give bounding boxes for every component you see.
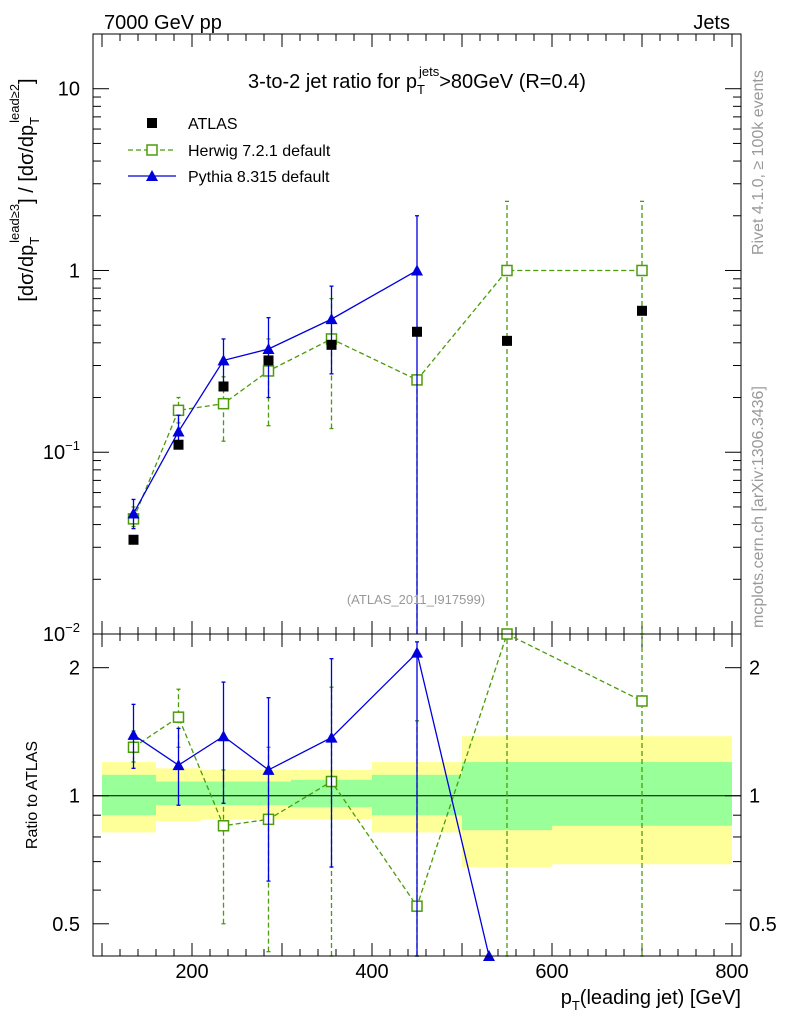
x-tick-label: 800 <box>715 961 748 983</box>
atlas-point <box>263 355 274 366</box>
legend: ATLAS Herwig 7.2.1 default Pythia 8.315 … <box>128 116 331 186</box>
ratio-pythia-point <box>172 759 185 771</box>
atlas-point <box>128 534 139 545</box>
legend-marker-herwig <box>146 144 158 156</box>
ylabel-part-b-sup: lead≥2 <box>7 84 22 123</box>
legend-entry-pythia: Pythia 8.315 default <box>128 169 330 186</box>
atlas-point <box>326 339 337 350</box>
atlas-point <box>412 326 422 337</box>
analysis-id-label: (ATLAS_2011_I917599) <box>347 592 485 607</box>
ratio-pythia-point <box>262 763 275 775</box>
ratio-panel-frame <box>92 633 742 957</box>
energy-label: 7000 GeV pp <box>104 12 222 34</box>
y-tick-label-base: 10 <box>58 79 80 101</box>
pythia-point <box>127 507 140 519</box>
xlabel-post: (leading jet) [GeV] <box>580 987 741 1009</box>
ratio-pythia-point <box>325 731 338 743</box>
ylabel-part-b: ] / [dσ/dp <box>16 125 38 204</box>
ratio-y-tick-label: 2 <box>69 658 80 680</box>
main-y-axis-label: [dσ/dpTlead≥3] / [dσ/dpTlead≥2] <box>7 78 42 301</box>
legend-entry-atlas: ATLAS <box>147 116 238 133</box>
herwig-line <box>132 269 642 520</box>
pythia-point <box>325 313 338 325</box>
ratio-herwig-point <box>172 711 185 723</box>
y-tick-label-exponent: −1 <box>65 438 80 453</box>
y-tick-label-base: 1 <box>69 260 80 282</box>
plot-title-sub: T <box>417 82 425 97</box>
y-tick-label: 10 <box>58 79 80 101</box>
herwig-point <box>172 404 185 417</box>
x-axis-label: pT(leading jet) [GeV] <box>561 987 741 1013</box>
ratio-y-axis-label: Ratio to ATLAS <box>24 741 41 849</box>
x-tick-label: 600 <box>535 961 568 983</box>
plot-title-pre: 3-to-2 jet ratio for p <box>248 71 417 93</box>
ratio-panel: 0.5 0.5 1 1 2 2 200 400 600 800 Ratio to ATLAS pT… <box>24 628 777 1013</box>
pythia-point <box>217 354 230 366</box>
ylabel-part-a-sup: lead≥3 <box>7 204 22 243</box>
legend-entry-herwig: Herwig 7.2.1 default <box>128 143 331 160</box>
ratio-y-tick-label: 0.5 <box>52 914 80 936</box>
ratio-herwig-point <box>217 820 230 832</box>
plot-title-sup: jets <box>418 64 440 79</box>
ratio-pythia-point <box>411 646 423 658</box>
legend-label-pythia: Pythia 8.315 default <box>188 169 330 186</box>
category-label: Jets <box>693 12 730 34</box>
atlas-point <box>218 381 229 392</box>
x-tick-label: 400 <box>355 961 388 983</box>
ratio-y-tick-label-right: 2 <box>749 658 760 680</box>
legend-label-atlas: ATLAS <box>188 116 238 133</box>
main-series <box>127 200 648 634</box>
y-tick-label: 10−1 <box>43 438 80 464</box>
atlas-point <box>502 335 512 346</box>
y-tick-label-base: 10 <box>43 624 65 646</box>
ratio-band-green <box>102 774 156 816</box>
plot-title-post: >80GeV (R=0.4) <box>439 71 586 93</box>
legend-marker-pythia <box>146 170 158 181</box>
ylabel-part-a-sub: T <box>27 237 42 245</box>
plot-title: 3-to-2 jet ratio for pTjets>80GeV (R=0.4… <box>248 64 586 97</box>
ylabel-part-c: ] <box>16 78 38 84</box>
ratio-pythia-point <box>127 728 140 740</box>
mcplots-reference-label: mcplots.cern.ch [arXiv:1306.3436] <box>750 386 767 628</box>
atlas-point <box>173 439 184 450</box>
pythia-line <box>132 269 418 514</box>
herwig-point <box>501 264 513 277</box>
ratio-herwig-point <box>636 695 648 707</box>
y-tick-label-exponent: −2 <box>65 620 80 635</box>
pythia-point <box>262 342 275 354</box>
ratio-pythia-point <box>217 730 230 742</box>
y-tick-label: 1 <box>69 260 80 282</box>
ylabel-part-a: [dσ/dp <box>16 245 38 302</box>
ylabel-part-b-sub: T <box>27 117 42 125</box>
atlas-point <box>637 305 647 316</box>
y-tick-label: 10−2 <box>43 620 80 646</box>
pythia-point <box>411 264 423 276</box>
y-tick-label-base: 10 <box>43 442 65 464</box>
pythia-point <box>172 425 185 437</box>
ratio-herwig-line <box>133 633 643 908</box>
ratio-ticks <box>93 634 741 956</box>
xlabel-sub: T <box>572 998 580 1013</box>
herwig-point <box>217 397 230 410</box>
herwig-point <box>636 264 648 277</box>
ratio-y-tick-label: 1 <box>69 786 80 808</box>
xlabel-pre: p <box>561 987 572 1009</box>
ratio-y-tick-label-right: 0.5 <box>749 914 777 936</box>
legend-label-herwig: Herwig 7.2.1 default <box>188 143 331 160</box>
x-tick-label: 200 <box>175 961 208 983</box>
legend-marker-atlas <box>147 118 157 128</box>
ratio-y-tick-label-right: 1 <box>749 786 760 808</box>
rivet-version-label: Rivet 4.1.0, ≥ 100k events <box>750 70 767 255</box>
ratio-tick-labels: 0.5 0.5 1 1 2 2 200 400 600 800 <box>52 658 777 983</box>
